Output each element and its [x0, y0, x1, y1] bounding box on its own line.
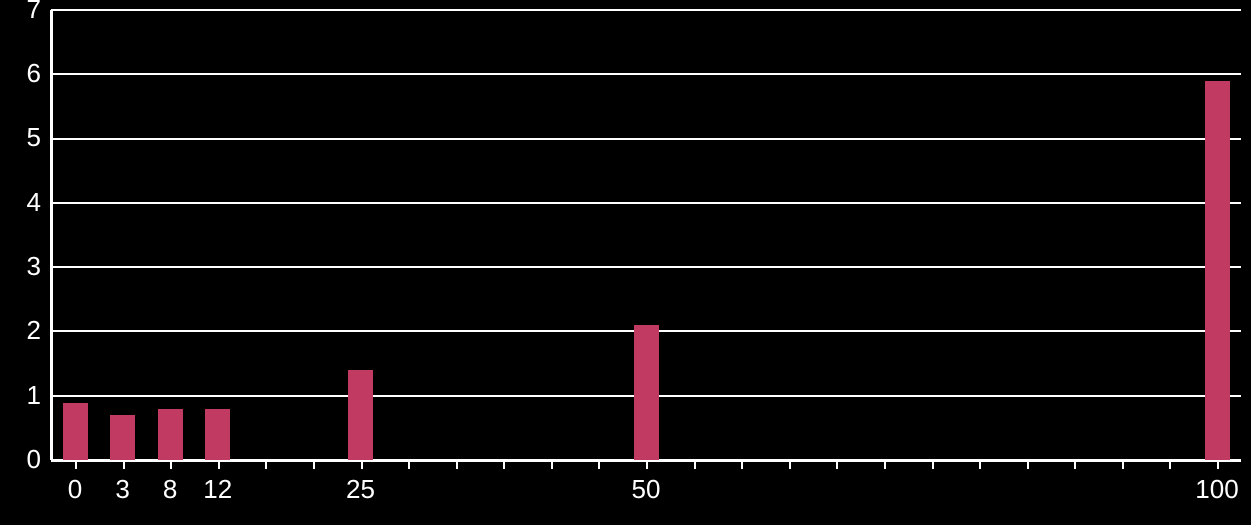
- plot-area: [51, 10, 1241, 460]
- x-tick: [456, 461, 458, 469]
- x-tick-label: 100: [1195, 474, 1238, 505]
- bar: [110, 415, 135, 460]
- y-axis: [50, 10, 53, 460]
- x-tick-label: 25: [346, 474, 375, 505]
- x-tick: [503, 461, 505, 469]
- x-tick: [551, 461, 553, 469]
- y-tick-label: 3: [27, 251, 41, 282]
- x-tick: [1122, 461, 1124, 469]
- y-tick-label: 6: [27, 58, 41, 89]
- x-tick: [836, 461, 838, 469]
- bar: [348, 370, 373, 460]
- x-tick: [1027, 461, 1029, 469]
- x-tick: [646, 461, 648, 469]
- gridline: [51, 138, 1241, 140]
- x-tick: [694, 461, 696, 469]
- y-tick-label: 4: [27, 187, 41, 218]
- x-tick: [408, 461, 410, 469]
- bar: [158, 409, 183, 460]
- y-tick-label: 7: [27, 0, 41, 25]
- gridline: [51, 266, 1241, 268]
- x-tick: [75, 461, 77, 469]
- x-tick-label: 8: [163, 474, 177, 505]
- bar-chart: 01234567038122550100: [0, 0, 1251, 525]
- gridline: [51, 9, 1241, 11]
- x-tick: [789, 461, 791, 469]
- x-tick: [1217, 461, 1219, 469]
- bar: [1205, 81, 1230, 460]
- x-tick-label: 12: [203, 474, 232, 505]
- y-tick-label: 0: [27, 444, 41, 475]
- x-tick: [265, 461, 267, 469]
- y-tick-label: 2: [27, 315, 41, 346]
- x-tick: [598, 461, 600, 469]
- x-tick: [1169, 461, 1171, 469]
- x-tick: [170, 461, 172, 469]
- bar: [205, 409, 230, 460]
- x-tick: [979, 461, 981, 469]
- x-tick-label: 0: [68, 474, 82, 505]
- x-tick: [123, 461, 125, 469]
- x-tick: [1074, 461, 1076, 469]
- bar: [634, 325, 659, 460]
- x-tick: [884, 461, 886, 469]
- gridline: [51, 202, 1241, 204]
- x-tick: [741, 461, 743, 469]
- x-tick-label: 50: [632, 474, 661, 505]
- gridline: [51, 73, 1241, 75]
- y-tick-label: 1: [27, 380, 41, 411]
- x-tick: [218, 461, 220, 469]
- x-tick: [313, 461, 315, 469]
- bar: [63, 403, 88, 460]
- y-tick-label: 5: [27, 122, 41, 153]
- x-tick-label: 3: [115, 474, 129, 505]
- x-tick: [932, 461, 934, 469]
- x-tick: [361, 461, 363, 469]
